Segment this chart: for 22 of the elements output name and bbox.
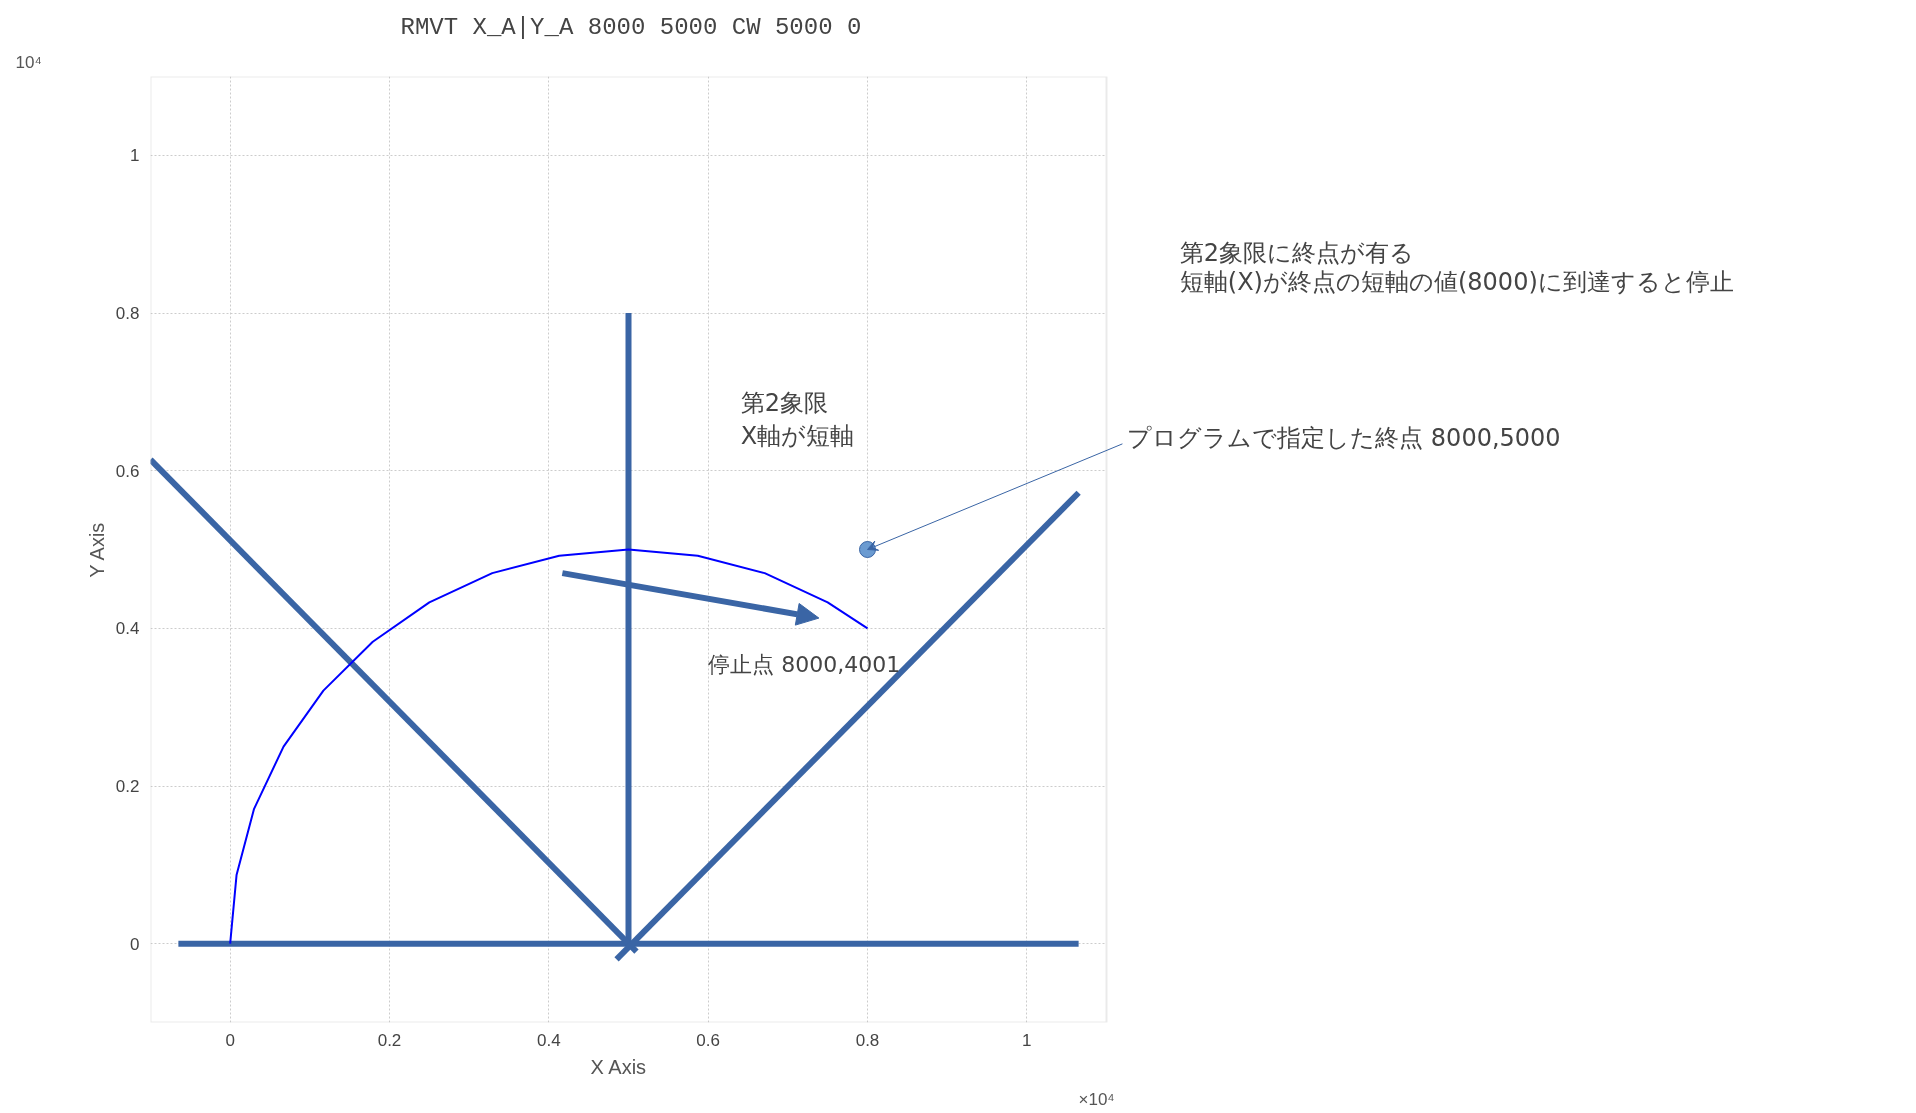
x-tick-label: 0.6 bbox=[696, 1030, 720, 1050]
x-tick-label: 0.4 bbox=[537, 1030, 561, 1050]
text: 短軸(X)が終点の短軸の値(8000)に到達すると停止 bbox=[1179, 268, 1734, 297]
text: ×10⁴ bbox=[1078, 1089, 1115, 1109]
annotation: 停止点 8000,4001 bbox=[708, 651, 901, 677]
text: 第2象限に終点が有る bbox=[1179, 238, 1415, 267]
y-axis-title: Y Axis bbox=[85, 522, 108, 578]
x-tick-label: 0 bbox=[225, 1030, 235, 1050]
x-axis-title: X Axis bbox=[590, 1055, 647, 1078]
y-tick-label: 0.2 bbox=[115, 777, 140, 796]
y-tick-label: 0 bbox=[130, 934, 140, 954]
y-tick-label: 0.6 bbox=[115, 461, 140, 481]
y-tick-label: 0.8 bbox=[115, 304, 140, 323]
y-tick-label: 0.4 bbox=[115, 619, 140, 639]
annotation: 第2象限 X軸が短軸 bbox=[740, 388, 855, 451]
x-tick-label: 0.8 bbox=[855, 1030, 880, 1050]
y-tick-label: 1 bbox=[130, 146, 140, 166]
x-tick-label: 1 bbox=[1022, 1030, 1032, 1050]
annotation: プログラムで指定した終点 8000,5000 bbox=[1127, 423, 1561, 452]
x-tick-label: 0.2 bbox=[377, 1030, 402, 1050]
text: 10⁴ bbox=[15, 52, 42, 72]
chart-title: RMVT X_A|Y_A 8000 5000 CW 5000 0 bbox=[400, 13, 862, 41]
